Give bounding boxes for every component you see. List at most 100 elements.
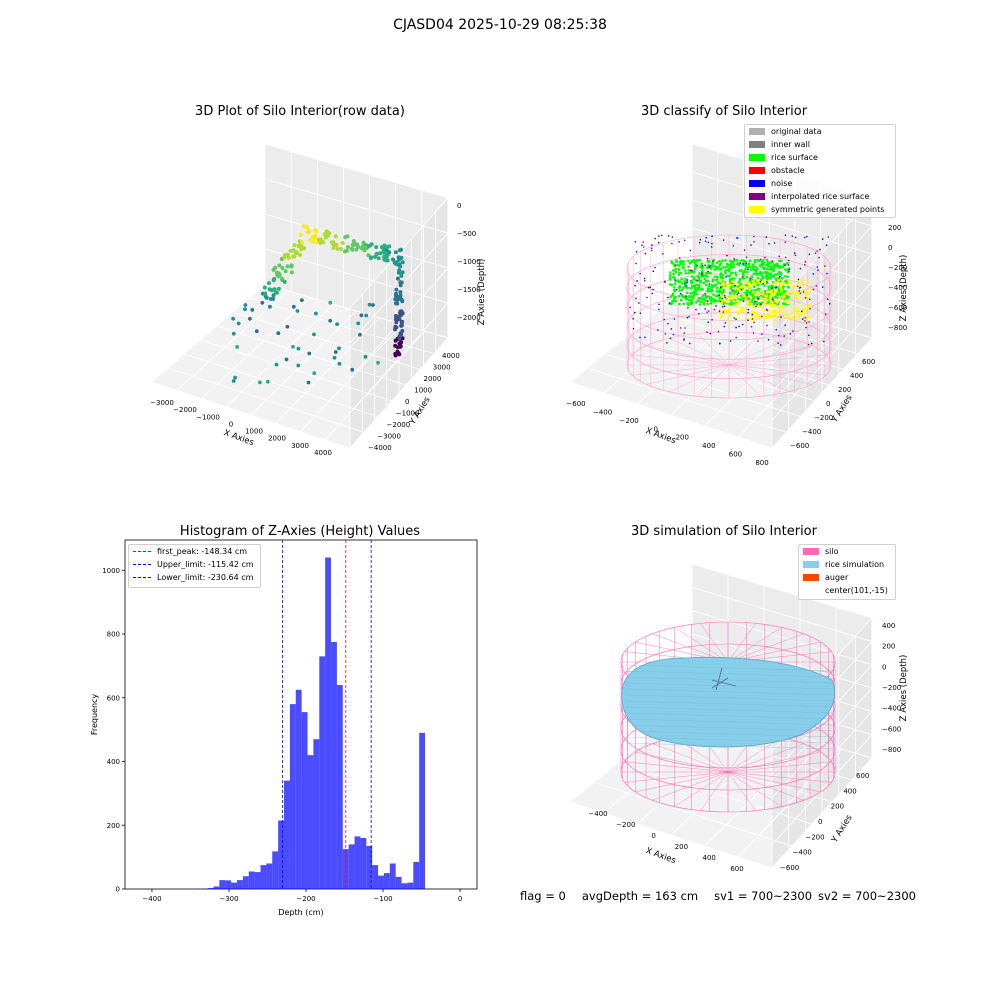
rice-surface-point bbox=[684, 272, 688, 275]
raw-point bbox=[398, 290, 403, 295]
y-tick-label: 600 bbox=[107, 694, 120, 702]
raw-point bbox=[275, 270, 279, 275]
rice-surface-point bbox=[720, 267, 723, 270]
symmetric-point bbox=[806, 293, 809, 297]
silo-spoke bbox=[700, 771, 729, 811]
legend-item: rice surface bbox=[745, 151, 895, 164]
rice-surface-point bbox=[775, 265, 778, 268]
grid-line bbox=[300, 324, 403, 432]
histogram-bar bbox=[266, 863, 273, 889]
y-tick-label: 600 bbox=[856, 772, 869, 780]
histogram-bar bbox=[401, 883, 408, 889]
raw-point bbox=[364, 313, 369, 318]
noise-point bbox=[705, 236, 707, 239]
raw-point bbox=[236, 321, 241, 326]
rice-surface-point bbox=[712, 293, 715, 297]
noise-point bbox=[753, 241, 755, 243]
rice-surface-point bbox=[712, 299, 715, 303]
rice-surface-point bbox=[668, 276, 672, 280]
raw-point bbox=[399, 273, 404, 278]
noise-point bbox=[683, 239, 686, 242]
rice-surface-point bbox=[753, 261, 757, 264]
histogram-bar bbox=[284, 780, 290, 889]
noise-point bbox=[798, 287, 801, 289]
histogram-bar bbox=[237, 880, 243, 889]
x-tick-label: −400 bbox=[593, 408, 612, 416]
rice-surface-point bbox=[686, 302, 689, 305]
noise-point bbox=[798, 290, 800, 292]
grid-line bbox=[704, 319, 813, 427]
rice-surface-point bbox=[722, 265, 725, 269]
raw-point bbox=[285, 252, 290, 257]
grid-line bbox=[771, 687, 873, 799]
raw-point bbox=[328, 300, 333, 305]
symmetric-point bbox=[720, 294, 723, 297]
rice-surface-point bbox=[724, 271, 727, 275]
noise-point bbox=[701, 272, 703, 274]
silo-spoke bbox=[728, 364, 761, 397]
grid-line bbox=[250, 310, 357, 416]
symmetric-point bbox=[719, 312, 722, 315]
rice-surface-point bbox=[754, 270, 758, 273]
x-tick-label: 0 bbox=[651, 832, 655, 840]
rice-surface-point bbox=[756, 268, 759, 271]
symmetric-point bbox=[727, 318, 730, 321]
symmetric-point bbox=[794, 292, 797, 295]
noise-point bbox=[644, 252, 647, 255]
grid-line bbox=[264, 213, 449, 269]
rice-surface-point bbox=[759, 272, 762, 276]
symmetric-point bbox=[767, 303, 770, 306]
histogram-bar bbox=[331, 641, 337, 889]
symmetric-point bbox=[759, 296, 763, 299]
raw-point bbox=[376, 360, 380, 365]
rice-surface-point bbox=[704, 274, 707, 277]
raw-point bbox=[369, 255, 373, 260]
histogram-bar bbox=[260, 865, 267, 889]
rice-surface-point bbox=[770, 274, 774, 278]
y-tick-label: 0 bbox=[818, 818, 822, 826]
symmetric-point bbox=[775, 290, 778, 293]
silo-spoke bbox=[727, 633, 804, 663]
legend-item: inner wall bbox=[745, 138, 895, 151]
legend-item: silo bbox=[799, 545, 895, 558]
rice-surface-point bbox=[729, 259, 732, 263]
z-tick-label: 200 bbox=[888, 224, 901, 232]
mesh-line bbox=[625, 742, 835, 750]
grid-line bbox=[151, 283, 266, 383]
rice-surface-point bbox=[716, 275, 719, 279]
raw-point bbox=[258, 380, 262, 385]
histogram-bar bbox=[278, 820, 285, 889]
rice-surface-point bbox=[711, 262, 715, 266]
rice-surface-point bbox=[715, 261, 719, 264]
y-tick-label: 0 bbox=[405, 398, 409, 406]
noise-point bbox=[733, 257, 735, 260]
legend-label: first_peak: -148.34 cm bbox=[157, 547, 248, 556]
rice-surface-point bbox=[700, 296, 703, 300]
raw-point bbox=[254, 329, 259, 334]
histogram-bar bbox=[254, 872, 261, 889]
z-tick-label: −1500 bbox=[457, 286, 481, 294]
x-tick-label: 2000 bbox=[268, 435, 286, 443]
x-tick-label: 0 bbox=[458, 895, 462, 903]
symmetric-point bbox=[726, 304, 729, 307]
noise-point bbox=[704, 293, 706, 295]
z-tick-label: −400 bbox=[882, 705, 901, 713]
raw-point bbox=[329, 240, 334, 245]
grid-line bbox=[349, 197, 449, 309]
rice-surface-point bbox=[713, 275, 717, 279]
legend-swatch bbox=[749, 128, 765, 135]
noise-point bbox=[742, 300, 745, 303]
symmetric-point bbox=[801, 278, 804, 282]
noise-point bbox=[667, 322, 669, 325]
rice-surface-point bbox=[742, 259, 745, 262]
rice-surface-point bbox=[706, 275, 709, 278]
raw-point bbox=[301, 224, 306, 228]
rice-surface-point bbox=[765, 274, 768, 277]
rice-surface bbox=[621, 656, 836, 750]
rice-surface-point bbox=[710, 288, 714, 291]
silo-spoke bbox=[727, 737, 782, 773]
grid-line bbox=[771, 281, 873, 393]
y-tick-label: −400 bbox=[802, 428, 821, 436]
symmetric-point bbox=[807, 316, 810, 319]
noise-point bbox=[821, 286, 824, 288]
